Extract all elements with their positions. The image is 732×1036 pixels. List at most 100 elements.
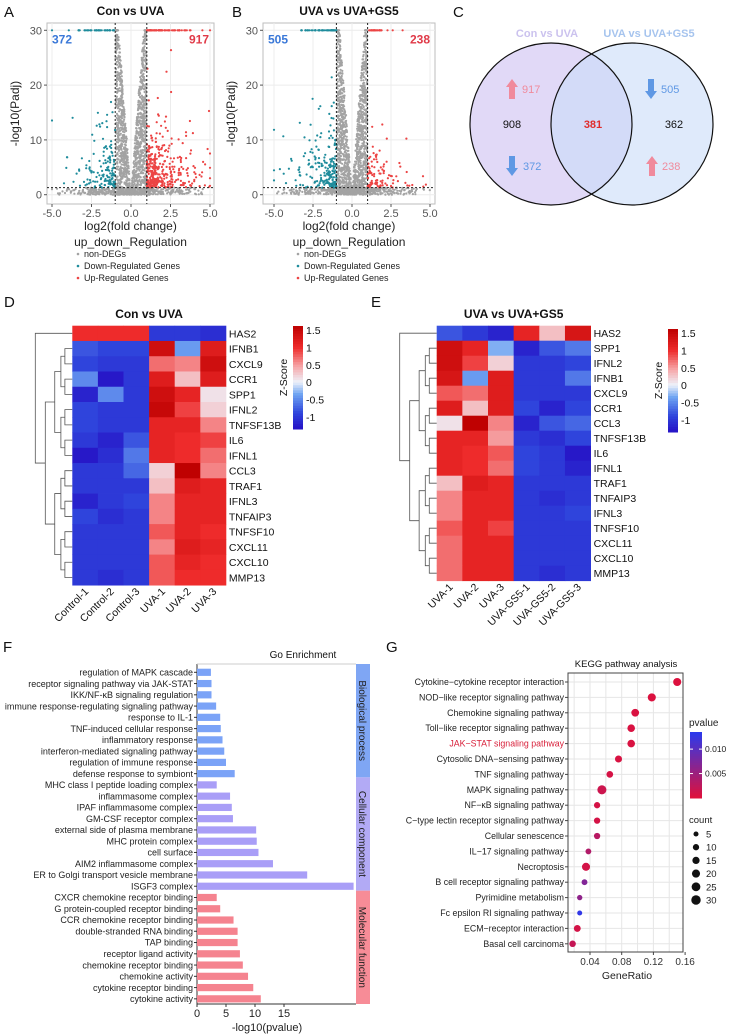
non-deg-point: [139, 76, 142, 79]
non-deg-point: [141, 42, 144, 45]
non-deg-point: [364, 151, 367, 155]
dendrogram-branch: [60, 355, 65, 388]
non-deg-point: [174, 191, 177, 194]
down-regulated-point: [65, 156, 69, 159]
non-deg-point: [134, 136, 137, 139]
down-regulated-point: [309, 175, 312, 178]
up-regulated-point: [421, 175, 425, 178]
up-regulated-point: [370, 160, 373, 163]
down-regulated-point: [110, 143, 113, 146]
non-deg-point: [118, 51, 121, 54]
non-deg-point: [108, 189, 111, 192]
up-regulated-point: [146, 185, 149, 188]
non-deg-point: [140, 130, 143, 134]
up-regulated-point: [154, 153, 157, 156]
non-deg-point: [365, 53, 368, 57]
non-deg-point: [358, 134, 361, 137]
non-deg-point: [339, 182, 342, 185]
down-regulated-point: [282, 135, 285, 138]
non-deg-point: [134, 175, 137, 178]
heatmap-cell: [174, 356, 201, 372]
down-regulated-point: [111, 169, 114, 172]
non-deg-point: [354, 160, 357, 163]
non-deg-point: [136, 131, 139, 134]
down-regulated-point: [113, 128, 117, 132]
down-regulated-point: [311, 97, 314, 100]
non-deg-point: [107, 192, 110, 195]
down-regulated-point: [111, 177, 114, 180]
colorbar-tick-label: 1: [306, 343, 312, 355]
non-deg-point: [364, 170, 367, 174]
heatmap-cell: [123, 508, 150, 525]
non-deg-point: [77, 191, 80, 194]
up-regulated-point: [200, 175, 203, 178]
heatmap-cell: [200, 371, 227, 388]
non-deg-point: [139, 96, 142, 99]
colorbar-tick-label: 0.5: [306, 360, 321, 372]
non-deg-point: [139, 88, 143, 91]
non-deg-point: [344, 145, 347, 148]
down-regulated-point: [318, 182, 321, 185]
heatmap-cell: [462, 415, 489, 432]
non-deg-point: [124, 163, 128, 166]
non-deg-point: [170, 189, 173, 192]
non-deg-point: [373, 191, 376, 194]
non-deg-point: [382, 188, 385, 191]
down-regulated-point: [72, 180, 75, 183]
non-deg-point: [67, 187, 70, 190]
non-deg-point: [97, 192, 100, 195]
up-regulated-point: [166, 183, 169, 186]
non-deg-point: [341, 162, 344, 165]
venn-up-count: 238: [662, 161, 680, 173]
down-regulated-point: [321, 29, 324, 32]
non-deg-point: [95, 191, 98, 194]
heatmap-cell: [174, 371, 201, 388]
heatmap-cell: [97, 493, 124, 510]
non-deg-point: [120, 139, 123, 142]
non-deg-point: [144, 144, 147, 147]
up-regulated-point: [179, 173, 182, 176]
down-regulated-point: [309, 123, 312, 126]
non-deg-point: [363, 157, 366, 160]
non-deg-point: [134, 188, 137, 191]
legend-marker: [296, 276, 300, 280]
up-regulated-point: [158, 162, 162, 165]
non-deg-point: [413, 191, 417, 194]
non-deg-point: [125, 147, 128, 150]
down-regulated-point: [106, 179, 109, 182]
non-deg-point: [115, 191, 118, 194]
non-deg-point: [362, 160, 365, 163]
up-regulated-point: [160, 177, 163, 180]
non-deg-point: [115, 178, 118, 181]
non-deg-point: [136, 147, 139, 150]
non-deg-point: [107, 187, 110, 190]
non-deg-point: [335, 45, 338, 48]
down-regulated-point: [95, 124, 98, 127]
non-deg-point: [356, 170, 359, 173]
up-regulated-point: [157, 165, 160, 168]
non-deg-point: [183, 192, 186, 195]
non-deg-point: [366, 29, 369, 32]
heatmap-cell: [97, 524, 124, 540]
points: [50, 29, 212, 196]
heatmap-cell: [436, 505, 463, 522]
non-deg-point: [140, 135, 143, 138]
non-deg-point: [133, 142, 136, 145]
heatmap-cell: [513, 400, 540, 417]
non-deg-point: [138, 103, 141, 106]
down-regulated-point: [332, 101, 335, 104]
non-deg-point: [364, 48, 367, 51]
up-regulated-point: [156, 179, 159, 182]
venn-intersection-count: 381: [584, 119, 602, 131]
down-regulated-point: [112, 158, 115, 161]
down-regulated-point: [316, 180, 319, 183]
non-deg-point: [337, 50, 340, 54]
colorbar-segment: [293, 426, 303, 430]
down-regulated-point: [332, 160, 335, 164]
non-deg-point: [112, 193, 115, 196]
down-regulated-point: [295, 184, 298, 187]
heatmap-cell: [200, 539, 227, 555]
heatmap-cell: [72, 554, 99, 571]
heatmap-cell: [462, 460, 489, 477]
non-deg-point: [134, 139, 137, 142]
